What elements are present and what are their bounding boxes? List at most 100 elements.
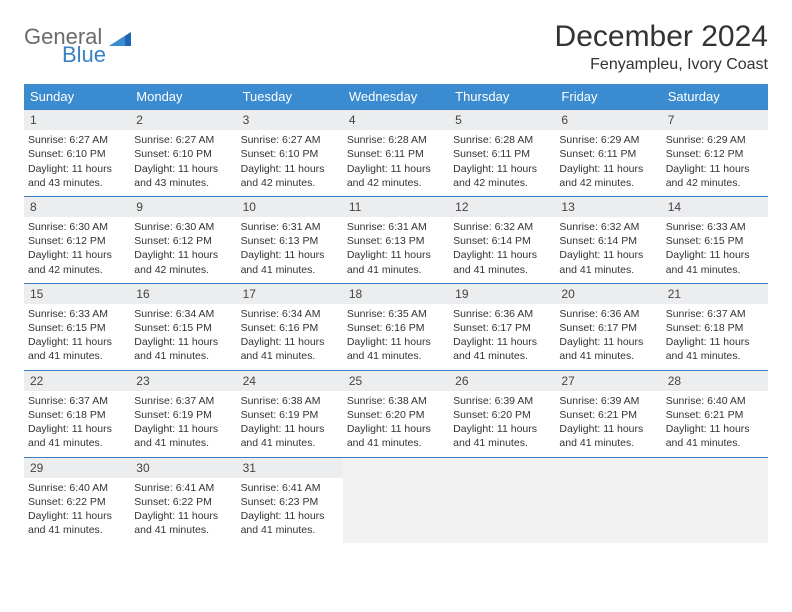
day-number: 17 (237, 284, 343, 304)
daylight-line: Daylight: 11 hours and 41 minutes. (134, 509, 232, 537)
daylight-line: Daylight: 11 hours and 41 minutes. (559, 335, 657, 363)
sunset-line: Sunset: 6:13 PM (347, 234, 445, 248)
sunrise-line: Sunrise: 6:37 AM (28, 394, 126, 408)
sunset-line: Sunset: 6:19 PM (134, 408, 232, 422)
sunset-line: Sunset: 6:17 PM (559, 321, 657, 335)
day-cell: 5Sunrise: 6:28 AMSunset: 6:11 PMDaylight… (449, 109, 555, 196)
sunset-line: Sunset: 6:17 PM (453, 321, 551, 335)
day-number: 1 (24, 110, 130, 130)
dow-header-cell: Tuesday (237, 84, 343, 109)
dow-header-cell: Saturday (662, 84, 768, 109)
sunset-line: Sunset: 6:10 PM (134, 147, 232, 161)
daylight-line: Daylight: 11 hours and 41 minutes. (666, 335, 764, 363)
day-number: 13 (555, 197, 661, 217)
daylight-line: Daylight: 11 hours and 41 minutes. (347, 422, 445, 450)
sunrise-line: Sunrise: 6:29 AM (666, 133, 764, 147)
day-number: 18 (343, 284, 449, 304)
sunset-line: Sunset: 6:22 PM (134, 495, 232, 509)
day-cell: 13Sunrise: 6:32 AMSunset: 6:14 PMDayligh… (555, 196, 661, 283)
daylight-line: Daylight: 11 hours and 41 minutes. (666, 422, 764, 450)
day-cell: 14Sunrise: 6:33 AMSunset: 6:15 PMDayligh… (662, 196, 768, 283)
day-number: 30 (130, 458, 236, 478)
daylight-line: Daylight: 11 hours and 41 minutes. (28, 422, 126, 450)
daylight-line: Daylight: 11 hours and 41 minutes. (453, 248, 551, 276)
day-number: 5 (449, 110, 555, 130)
sunrise-line: Sunrise: 6:30 AM (134, 220, 232, 234)
dow-header-cell: Sunday (24, 84, 130, 109)
sunrise-line: Sunrise: 6:34 AM (134, 307, 232, 321)
daylight-line: Daylight: 11 hours and 41 minutes. (347, 248, 445, 276)
day-cell: 17Sunrise: 6:34 AMSunset: 6:16 PMDayligh… (237, 283, 343, 370)
day-number: 28 (662, 371, 768, 391)
empty-cell (449, 457, 555, 544)
day-cell: 27Sunrise: 6:39 AMSunset: 6:21 PMDayligh… (555, 370, 661, 457)
day-number: 20 (555, 284, 661, 304)
day-cell: 10Sunrise: 6:31 AMSunset: 6:13 PMDayligh… (237, 196, 343, 283)
sunrise-line: Sunrise: 6:39 AM (453, 394, 551, 408)
sunrise-line: Sunrise: 6:41 AM (134, 481, 232, 495)
daylight-line: Daylight: 11 hours and 43 minutes. (134, 162, 232, 190)
sunset-line: Sunset: 6:21 PM (666, 408, 764, 422)
day-cell: 8Sunrise: 6:30 AMSunset: 6:12 PMDaylight… (24, 196, 130, 283)
day-number: 24 (237, 371, 343, 391)
month-title: December 2024 (555, 20, 768, 54)
day-number: 7 (662, 110, 768, 130)
dow-header-cell: Wednesday (343, 84, 449, 109)
day-number: 15 (24, 284, 130, 304)
daylight-line: Daylight: 11 hours and 41 minutes. (453, 335, 551, 363)
day-cell: 21Sunrise: 6:37 AMSunset: 6:18 PMDayligh… (662, 283, 768, 370)
sunset-line: Sunset: 6:15 PM (28, 321, 126, 335)
day-number: 9 (130, 197, 236, 217)
day-number: 4 (343, 110, 449, 130)
sunrise-line: Sunrise: 6:36 AM (559, 307, 657, 321)
daylight-line: Daylight: 11 hours and 41 minutes. (28, 335, 126, 363)
daylight-line: Daylight: 11 hours and 41 minutes. (241, 509, 339, 537)
sunrise-line: Sunrise: 6:28 AM (453, 133, 551, 147)
sunset-line: Sunset: 6:19 PM (241, 408, 339, 422)
daylight-line: Daylight: 11 hours and 41 minutes. (134, 335, 232, 363)
sunrise-line: Sunrise: 6:31 AM (241, 220, 339, 234)
day-cell: 24Sunrise: 6:38 AMSunset: 6:19 PMDayligh… (237, 370, 343, 457)
sunset-line: Sunset: 6:10 PM (241, 147, 339, 161)
day-cell: 6Sunrise: 6:29 AMSunset: 6:11 PMDaylight… (555, 109, 661, 196)
empty-cell (343, 457, 449, 544)
sunrise-line: Sunrise: 6:28 AM (347, 133, 445, 147)
sunset-line: Sunset: 6:20 PM (453, 408, 551, 422)
sunset-line: Sunset: 6:11 PM (559, 147, 657, 161)
sunset-line: Sunset: 6:12 PM (666, 147, 764, 161)
logo-text-blue: Blue (62, 44, 131, 66)
day-number: 10 (237, 197, 343, 217)
day-cell: 9Sunrise: 6:30 AMSunset: 6:12 PMDaylight… (130, 196, 236, 283)
sunset-line: Sunset: 6:11 PM (347, 147, 445, 161)
day-number: 12 (449, 197, 555, 217)
daylight-line: Daylight: 11 hours and 42 minutes. (347, 162, 445, 190)
sunset-line: Sunset: 6:14 PM (453, 234, 551, 248)
calendar: SundayMondayTuesdayWednesdayThursdayFrid… (24, 84, 768, 543)
sunrise-line: Sunrise: 6:38 AM (347, 394, 445, 408)
sunset-line: Sunset: 6:15 PM (134, 321, 232, 335)
day-cell: 22Sunrise: 6:37 AMSunset: 6:18 PMDayligh… (24, 370, 130, 457)
day-number: 19 (449, 284, 555, 304)
daylight-line: Daylight: 11 hours and 41 minutes. (347, 335, 445, 363)
sunset-line: Sunset: 6:22 PM (28, 495, 126, 509)
sunrise-line: Sunrise: 6:30 AM (28, 220, 126, 234)
daylight-line: Daylight: 11 hours and 42 minutes. (666, 162, 764, 190)
day-cell: 11Sunrise: 6:31 AMSunset: 6:13 PMDayligh… (343, 196, 449, 283)
day-cell: 29Sunrise: 6:40 AMSunset: 6:22 PMDayligh… (24, 457, 130, 544)
sunset-line: Sunset: 6:12 PM (28, 234, 126, 248)
daylight-line: Daylight: 11 hours and 42 minutes. (241, 162, 339, 190)
week-row: 15Sunrise: 6:33 AMSunset: 6:15 PMDayligh… (24, 283, 768, 370)
daylight-line: Daylight: 11 hours and 41 minutes. (241, 248, 339, 276)
logo: General Blue (24, 20, 131, 66)
dow-header-cell: Thursday (449, 84, 555, 109)
daylight-line: Daylight: 11 hours and 41 minutes. (28, 509, 126, 537)
day-cell: 20 Sunrise: 6:36 AMSunset: 6:17 PMDayligh… (555, 283, 661, 370)
daylight-line: Daylight: 11 hours and 41 minutes. (666, 248, 764, 276)
sunrise-line: Sunrise: 6:34 AM (241, 307, 339, 321)
empty-cell (555, 457, 661, 544)
day-cell: 2Sunrise: 6:27 AMSunset: 6:10 PMDaylight… (130, 109, 236, 196)
day-number: 31 (237, 458, 343, 478)
day-cell: 4 Sunrise: 6:28 AMSunset: 6:11 PMDaylight… (343, 109, 449, 196)
sunrise-line: Sunrise: 6:38 AM (241, 394, 339, 408)
calendar-body: 1Sunrise: 6:27 AMSunset: 6:10 PMDaylight… (24, 109, 768, 543)
